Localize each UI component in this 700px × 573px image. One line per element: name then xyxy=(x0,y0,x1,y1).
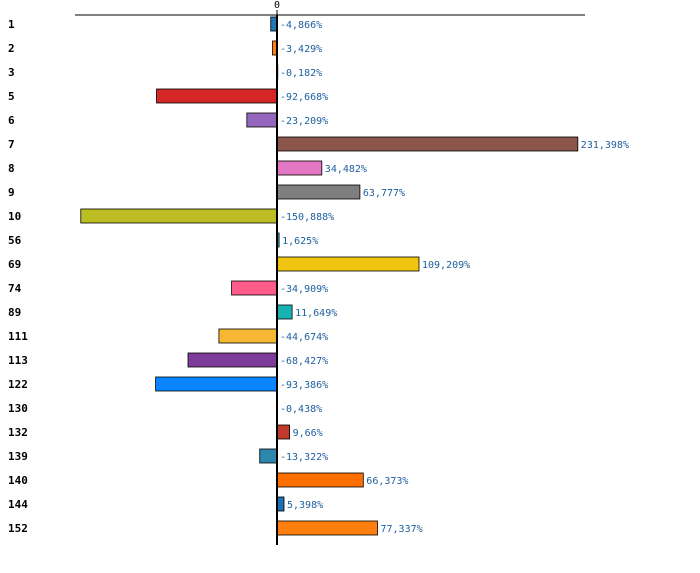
category-label: 9 xyxy=(8,186,15,199)
category-label: 111 xyxy=(8,330,28,343)
category-label: 5 xyxy=(8,90,15,103)
bar xyxy=(276,496,285,512)
bar xyxy=(276,136,579,152)
category-label: 2 xyxy=(8,42,15,55)
category-label: 74 xyxy=(8,282,22,295)
bar xyxy=(259,448,278,464)
category-label: 8 xyxy=(8,162,15,175)
value-label: 1,625% xyxy=(282,236,318,247)
value-label: 5,398% xyxy=(287,500,323,511)
bar xyxy=(246,112,278,128)
value-label: 66,373% xyxy=(366,476,408,487)
category-label: 10 xyxy=(8,210,21,223)
bar xyxy=(231,280,278,296)
value-label: -4,866% xyxy=(280,20,322,31)
category-label: 122 xyxy=(8,378,28,391)
bar xyxy=(156,88,278,104)
category-label: 3 xyxy=(8,66,15,79)
value-label: 231,398% xyxy=(581,140,629,151)
bar xyxy=(187,352,278,368)
value-label: -13,322% xyxy=(280,452,328,463)
bars-group: 1 -4,866% 2 -3,429% 3 -0,182% 5 -92,668% 6 -23,20… xyxy=(8,16,629,536)
value-label: -3,429% xyxy=(280,44,322,55)
value-label: -150,888% xyxy=(280,212,334,223)
bar xyxy=(276,184,361,200)
bar xyxy=(218,328,278,344)
category-label: 6 xyxy=(8,114,15,127)
category-label: 132 xyxy=(8,426,28,439)
value-label: 9,66% xyxy=(293,428,323,439)
category-label: 89 xyxy=(8,306,21,319)
category-label: 56 xyxy=(8,234,22,247)
value-label: -0,438% xyxy=(280,404,322,415)
bar xyxy=(276,520,378,536)
value-label: -0,182% xyxy=(280,68,322,79)
bar xyxy=(276,256,420,272)
value-label: -34,909% xyxy=(280,284,328,295)
value-label: -68,427% xyxy=(280,356,328,367)
bar xyxy=(276,472,364,488)
value-label: -44,674% xyxy=(280,332,328,343)
bar xyxy=(80,208,278,224)
category-label: 1 xyxy=(8,18,15,31)
zero-axis-label: 0 xyxy=(274,0,280,11)
bar xyxy=(155,376,278,392)
category-label: 113 xyxy=(8,354,28,367)
value-label: 11,649% xyxy=(295,308,337,319)
category-label: 130 xyxy=(8,402,28,415)
category-label: 144 xyxy=(8,498,28,511)
category-label: 7 xyxy=(8,138,15,151)
value-label: 63,777% xyxy=(363,188,405,199)
value-label: 109,209% xyxy=(422,260,470,271)
value-label: -23,209% xyxy=(280,116,328,127)
category-label: 139 xyxy=(8,450,28,463)
value-label: -93,386% xyxy=(280,380,328,391)
category-label: 69 xyxy=(8,258,21,271)
bar xyxy=(276,424,291,440)
category-label: 140 xyxy=(8,474,28,487)
bar xyxy=(276,304,293,320)
value-label: 77,337% xyxy=(381,524,423,535)
category-label: 152 xyxy=(8,522,28,535)
value-label: -92,668% xyxy=(280,92,328,103)
bar xyxy=(276,160,323,176)
value-label: 34,482% xyxy=(325,164,367,175)
